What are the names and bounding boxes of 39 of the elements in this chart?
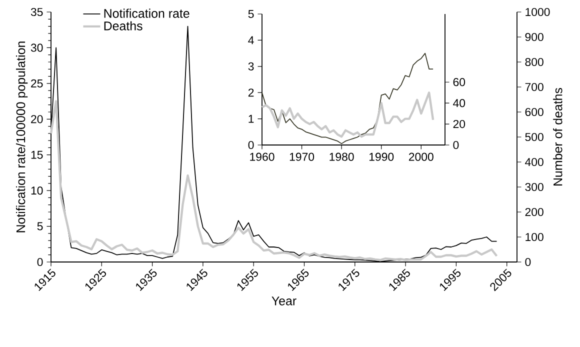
x-tick-label: 1990 <box>369 152 394 161</box>
y-tick-label: 10 <box>31 186 43 195</box>
x-tick-label: 2000 <box>408 152 434 161</box>
legend-label: Deaths <box>104 21 142 30</box>
y-tick-label: 25 <box>31 79 43 88</box>
y-axis-title: Notification rate/100000 population <box>16 42 28 232</box>
y2-tick-label: 0 <box>525 258 531 266</box>
y2-tick-label: 800 <box>525 58 544 66</box>
y-tick-label: 15 <box>31 150 43 159</box>
legend-label: Notification rate <box>104 8 190 18</box>
y2-tick-label: 300 <box>525 182 544 192</box>
y2-tick-label: 600 <box>525 108 544 116</box>
y2-tick-label: 1000 <box>526 8 550 16</box>
y-tick-label: 5 <box>37 222 43 230</box>
x-axis-title: Year <box>272 296 296 306</box>
x-tick-label: 1970 <box>290 152 314 161</box>
y-tick-label: 0 <box>248 140 254 150</box>
y-tick-label: 2 <box>248 88 254 97</box>
y2-tick-label: 40 <box>453 99 466 108</box>
y-tick-label: 20 <box>31 115 43 124</box>
y-tick-label: 30 <box>30 44 43 52</box>
y-tick-label: 3 <box>248 62 254 70</box>
y2-tick-label: 60 <box>453 78 466 86</box>
y2-tick-label: 400 <box>525 158 544 166</box>
x-tick-label: 1980 <box>330 152 354 161</box>
y2-tick-label: 500 <box>525 132 544 142</box>
y-tick-label: 5 <box>248 10 254 18</box>
y-tick-label: 4 <box>248 36 254 44</box>
y-tick-label: 35 <box>30 8 43 16</box>
y2-tick-label: 100 <box>526 232 544 242</box>
x-tick-label: 1960 <box>250 152 274 161</box>
y-tick-label: 1 <box>248 114 254 123</box>
y2-tick-label: 900 <box>525 32 544 42</box>
y-tick-label: 0 <box>37 258 43 266</box>
y2-tick-label: 700 <box>525 82 544 92</box>
y2-tick-label: 20 <box>453 120 466 128</box>
y2-axis-title: Number of deaths <box>553 88 562 186</box>
y2-tick-label: 0 <box>453 140 459 150</box>
y2-tick-label: 200 <box>525 208 544 216</box>
